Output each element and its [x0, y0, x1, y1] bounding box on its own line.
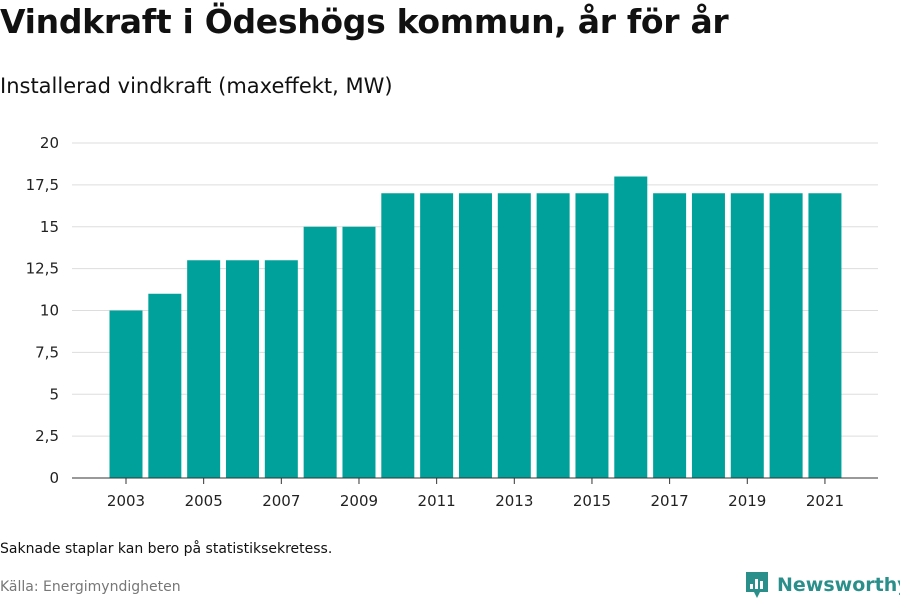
- y-tick-label: 5: [49, 385, 59, 403]
- bar-2011: [420, 193, 454, 478]
- x-axis: 2003 2005 2007 2009 2011 2013 2015 2017 2019 2021: [107, 478, 844, 510]
- bar-2008: [303, 226, 337, 478]
- bar-2003: [109, 310, 143, 478]
- bar-2020: [769, 193, 803, 478]
- bar-2004: [148, 293, 182, 478]
- chart-subtitle: Installerad vindkraft (maxeffekt, MW): [0, 74, 393, 98]
- bar-2010: [381, 193, 415, 478]
- x-tick-label: 2019: [728, 492, 766, 510]
- y-tick-label: 15: [40, 218, 59, 236]
- x-tick-label: 2015: [573, 492, 611, 510]
- x-tick-label: 2021: [806, 492, 844, 510]
- newsworthy-bar-chart-icon: [746, 572, 768, 598]
- bar-2021: [808, 193, 842, 478]
- y-tick-label: 12,5: [26, 260, 59, 278]
- bar-2015: [575, 193, 609, 478]
- x-tick-label: 2005: [185, 492, 223, 510]
- x-tick-label: 2003: [107, 492, 145, 510]
- bar-2009: [342, 226, 376, 478]
- bar-2014: [536, 193, 570, 478]
- x-tick-label: 2009: [340, 492, 378, 510]
- bar-2019: [730, 193, 764, 478]
- y-tick-label: 17,5: [26, 176, 59, 194]
- bar-2016: [614, 176, 648, 478]
- x-tick-label: 2011: [418, 492, 456, 510]
- x-tick-label: 2013: [495, 492, 533, 510]
- brand-name: Newsworthy: [777, 574, 900, 596]
- bar-2017: [653, 193, 687, 478]
- bars: [109, 176, 842, 478]
- bar-2007: [264, 260, 298, 478]
- y-tick-label: 0: [49, 469, 59, 487]
- x-tick-label: 2017: [651, 492, 689, 510]
- bar-2013: [497, 193, 531, 478]
- source-credit: Källa: Energimyndigheten: [0, 579, 181, 595]
- x-tick-label: 2007: [262, 492, 300, 510]
- bar-2006: [225, 260, 259, 478]
- chart-title: Vindkraft i Ödeshögs kommun, år för år: [0, 2, 729, 41]
- y-axis: 0 2,5 5 7,5 10 12,5 15 17,5 20: [26, 134, 59, 487]
- y-tick-label: 10: [40, 302, 59, 320]
- newsworthy-logo: Newsworthy: [744, 569, 900, 601]
- bar-2018: [691, 193, 725, 478]
- y-tick-label: 7,5: [35, 343, 59, 361]
- bar-2012: [458, 193, 492, 478]
- footnote: Saknade staplar kan bero på statistiksek…: [0, 541, 333, 557]
- y-tick-label: 2,5: [35, 427, 59, 445]
- bar-2005: [187, 260, 221, 478]
- y-tick-label: 20: [40, 134, 59, 152]
